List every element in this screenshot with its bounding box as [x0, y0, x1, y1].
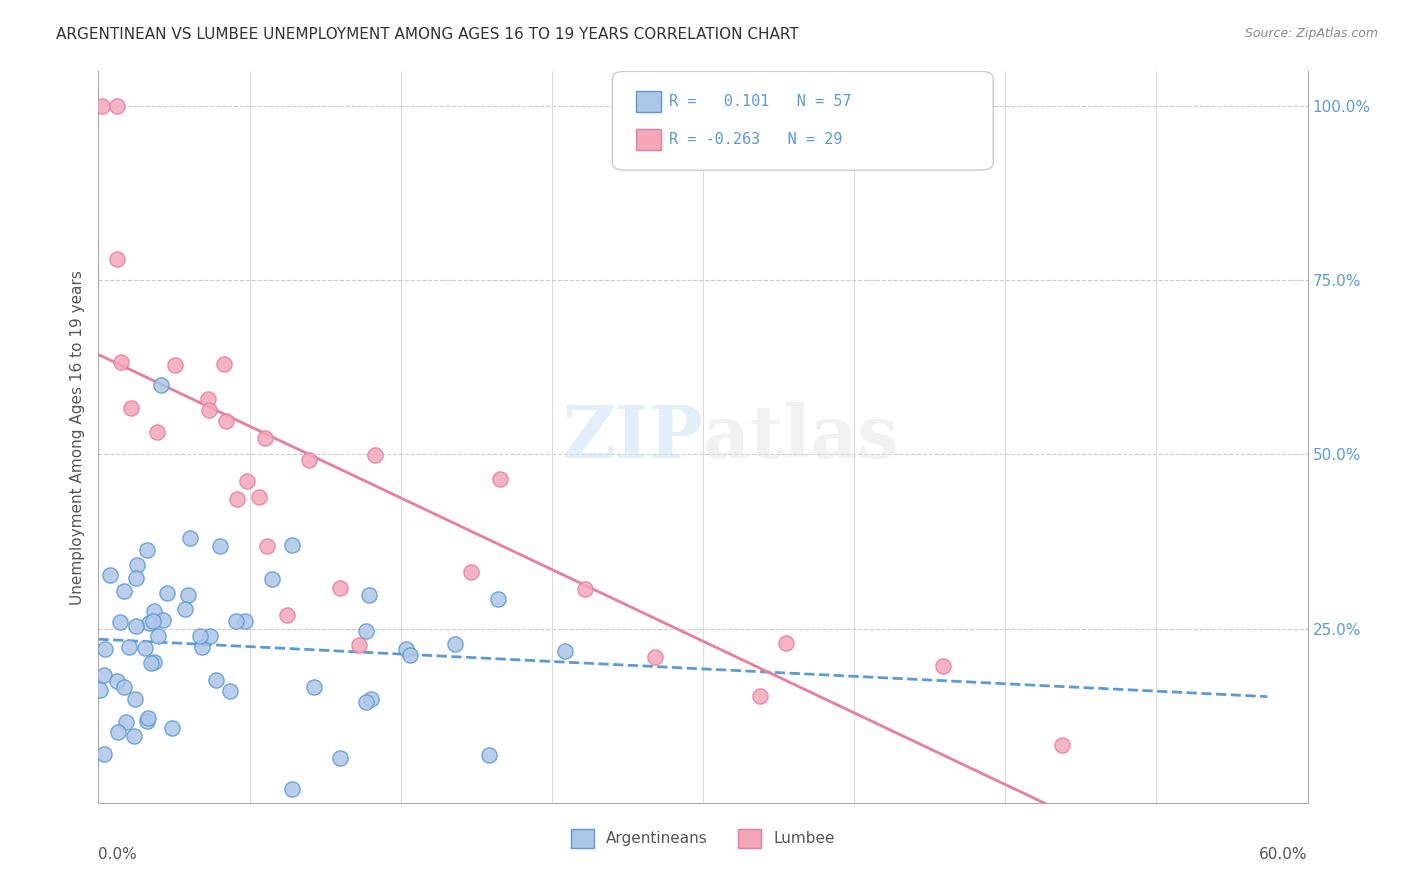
Argentineans — [478, 747, 501, 762]
Argentineans — [125, 619, 148, 633]
Argentineans — [94, 642, 117, 657]
Argentineans — [112, 583, 135, 598]
Argentineans — [173, 601, 195, 615]
Text: 0.0%: 0.0% — [98, 847, 138, 862]
Lumbee — [644, 650, 666, 665]
Lumbee — [329, 581, 352, 595]
Argentineans — [444, 637, 467, 651]
Lumbee — [347, 638, 370, 652]
Text: atlas: atlas — [703, 401, 898, 473]
Lumbee — [775, 636, 797, 650]
Bar — [637, 129, 661, 150]
Argentineans — [93, 668, 115, 682]
Argentineans — [191, 640, 214, 654]
Argentineans — [205, 673, 228, 687]
Lumbee — [212, 357, 235, 371]
Lumbee — [1050, 738, 1073, 752]
Argentineans — [152, 613, 174, 627]
Argentineans — [281, 538, 304, 552]
Argentineans — [124, 692, 146, 706]
Bar — [637, 91, 661, 112]
Text: R =   0.101   N = 57: R = 0.101 N = 57 — [669, 94, 852, 109]
Legend: Argentineans, Lumbee: Argentineans, Lumbee — [565, 822, 841, 854]
Argentineans — [218, 683, 240, 698]
Lumbee — [247, 491, 270, 505]
Argentineans — [209, 539, 232, 553]
Argentineans — [156, 585, 179, 599]
Argentineans — [143, 604, 166, 618]
Lumbee — [748, 690, 770, 704]
Text: ARGENTINEAN VS LUMBEE UNEMPLOYMENT AMONG AGES 16 TO 19 YEARS CORRELATION CHART: ARGENTINEAN VS LUMBEE UNEMPLOYMENT AMONG… — [56, 27, 799, 42]
Argentineans — [486, 592, 509, 607]
Argentineans — [359, 588, 381, 602]
Argentineans — [125, 571, 148, 585]
Argentineans — [136, 711, 159, 725]
Argentineans — [107, 725, 129, 739]
Argentineans — [93, 747, 115, 761]
Lumbee — [165, 359, 187, 373]
Lumbee — [364, 448, 387, 462]
Lumbee — [197, 402, 219, 417]
Text: R = -0.263   N = 29: R = -0.263 N = 29 — [669, 132, 842, 147]
Argentineans — [98, 568, 121, 582]
Lumbee — [236, 474, 259, 488]
Argentineans — [233, 615, 256, 629]
Lumbee — [574, 582, 596, 596]
Argentineans — [162, 721, 184, 735]
Lumbee — [256, 539, 278, 553]
Argentineans — [143, 655, 166, 669]
Lumbee — [197, 392, 219, 406]
Lumbee — [298, 453, 321, 467]
Argentineans — [118, 640, 141, 655]
Argentineans — [139, 656, 162, 670]
FancyBboxPatch shape — [613, 71, 993, 170]
Lumbee — [105, 99, 128, 113]
Argentineans — [135, 714, 157, 729]
Argentineans — [281, 781, 304, 796]
Lumbee — [105, 252, 128, 267]
Argentineans — [356, 695, 378, 709]
Lumbee — [146, 425, 169, 439]
Text: ZIP: ZIP — [562, 401, 703, 473]
Lumbee — [460, 565, 482, 579]
Lumbee — [226, 492, 249, 507]
Argentineans — [138, 615, 160, 630]
Lumbee — [110, 355, 132, 369]
Argentineans — [554, 644, 576, 658]
Argentineans — [302, 680, 325, 694]
Argentineans — [225, 614, 247, 628]
Lumbee — [932, 659, 955, 673]
Argentineans — [179, 531, 201, 545]
Argentineans — [146, 629, 169, 643]
Lumbee — [489, 472, 512, 486]
Y-axis label: Unemployment Among Ages 16 to 19 years: Unemployment Among Ages 16 to 19 years — [69, 269, 84, 605]
Lumbee — [215, 414, 238, 428]
Argentineans — [142, 614, 165, 628]
Argentineans — [200, 629, 222, 643]
Argentineans — [122, 729, 145, 743]
Argentineans — [395, 642, 418, 657]
Argentineans — [329, 750, 352, 764]
Argentineans — [136, 543, 159, 558]
Argentineans — [354, 624, 377, 638]
Argentineans — [125, 558, 148, 572]
Argentineans — [89, 683, 111, 698]
Argentineans — [134, 640, 156, 655]
Lumbee — [90, 99, 112, 113]
Argentineans — [399, 648, 422, 663]
Argentineans — [260, 573, 283, 587]
Argentineans — [105, 673, 128, 688]
Argentineans — [188, 629, 211, 643]
Argentineans — [114, 714, 136, 729]
Text: 60.0%: 60.0% — [1260, 847, 1308, 862]
Lumbee — [276, 607, 298, 622]
Text: Source: ZipAtlas.com: Source: ZipAtlas.com — [1244, 27, 1378, 40]
Lumbee — [253, 431, 276, 445]
Argentineans — [114, 681, 136, 695]
Argentineans — [360, 692, 382, 706]
Argentineans — [176, 587, 198, 601]
Argentineans — [108, 615, 131, 629]
Argentineans — [149, 377, 172, 392]
Lumbee — [120, 401, 142, 415]
